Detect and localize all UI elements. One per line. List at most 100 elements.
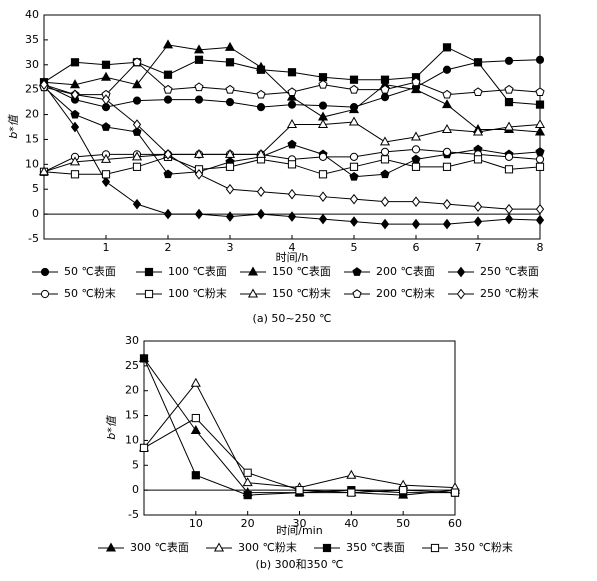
y-tick-label: 15: [125, 409, 139, 422]
marker: [346, 469, 357, 479]
marker: [473, 58, 483, 67]
series-line: [143, 417, 456, 494]
marker: [535, 155, 545, 164]
marker: [38, 166, 50, 176]
marker: [70, 121, 80, 133]
marker: [194, 55, 204, 64]
marker: [287, 211, 297, 222]
marker: [194, 208, 204, 220]
marker: [191, 471, 200, 480]
marker: [472, 126, 484, 136]
marker: [287, 139, 297, 149]
marker: [132, 127, 142, 136]
marker: [442, 218, 452, 230]
marker: [348, 116, 360, 126]
marker: [225, 58, 235, 67]
marker: [504, 152, 514, 161]
marker: [535, 147, 545, 156]
y-axis-label: b*值: [105, 414, 118, 439]
marker: [349, 216, 359, 227]
marker: [349, 84, 359, 94]
marker: [194, 82, 204, 92]
marker: [411, 154, 421, 164]
marker: [69, 156, 81, 166]
legend-marker: [40, 267, 50, 277]
x-tick-label: 40: [344, 517, 358, 530]
marker: [380, 155, 390, 164]
marker: [224, 148, 236, 158]
x-axis-label: 时间/min: [276, 524, 322, 537]
marker: [69, 79, 81, 89]
series-line: [143, 358, 455, 496]
marker: [504, 165, 514, 174]
y-tick-label: -5: [128, 508, 139, 521]
legend-label: 250 ℃粉末: [480, 286, 539, 300]
marker: [504, 84, 514, 94]
legend-label: 100 ℃粉末: [168, 286, 227, 300]
legend-marker: [213, 542, 225, 552]
legend-label: 350 ℃粉末: [454, 540, 513, 554]
marker: [318, 79, 328, 89]
marker: [242, 477, 253, 487]
marker: [535, 100, 545, 109]
marker: [410, 131, 422, 141]
marker: [132, 198, 142, 210]
marker: [225, 183, 235, 195]
marker: [349, 152, 359, 161]
marker: [163, 84, 173, 94]
marker: [441, 99, 453, 109]
y-tick-label: 10: [125, 433, 139, 446]
y-tick-label: 10: [25, 157, 39, 170]
marker: [473, 201, 483, 212]
marker: [243, 468, 252, 477]
marker: [347, 488, 356, 497]
marker: [286, 118, 298, 129]
marker: [287, 160, 297, 169]
legend-label: 200 ℃表面: [376, 264, 435, 278]
marker: [132, 119, 142, 130]
marker: [441, 123, 453, 133]
legend-marker: [144, 289, 154, 299]
y-tick-label: 15: [25, 132, 39, 145]
marker: [287, 87, 297, 97]
marker: [255, 61, 267, 71]
marker: [225, 162, 235, 171]
marker: [318, 170, 328, 179]
legend-label: 100 ℃表面: [168, 264, 227, 278]
x-tick-label: 8: [537, 241, 544, 254]
marker: [139, 354, 149, 363]
y-tick-label: 35: [25, 33, 39, 46]
marker: [225, 84, 235, 94]
marker: [349, 171, 359, 181]
legend-marker: [247, 266, 259, 276]
x-tick-label: 7: [475, 241, 482, 254]
marker: [318, 101, 328, 110]
marker: [535, 203, 545, 215]
x-tick-label: 5: [351, 241, 358, 254]
legend-label: 50 ℃粉末: [64, 286, 116, 300]
marker: [163, 208, 173, 220]
marker: [380, 218, 390, 230]
marker: [442, 162, 452, 171]
marker: [256, 102, 266, 112]
marker: [318, 152, 328, 161]
y-tick-label: 25: [125, 359, 139, 372]
marker: [163, 70, 173, 79]
marker: [535, 55, 545, 64]
marker: [132, 96, 142, 105]
y-tick-label: 5: [32, 182, 39, 195]
marker: [442, 65, 452, 74]
legend-marker: [456, 266, 466, 278]
y-tick-label: -5: [28, 232, 39, 245]
legend-marker: [144, 267, 154, 277]
marker: [100, 71, 112, 81]
y-tick-label: 20: [125, 384, 139, 397]
caption: (a) 50~250 ℃: [253, 312, 332, 325]
marker: [318, 73, 328, 82]
legend-label: 150 ℃表面: [272, 264, 331, 278]
marker: [534, 126, 546, 136]
marker: [380, 147, 390, 156]
marker: [504, 98, 514, 107]
marker: [193, 44, 205, 54]
